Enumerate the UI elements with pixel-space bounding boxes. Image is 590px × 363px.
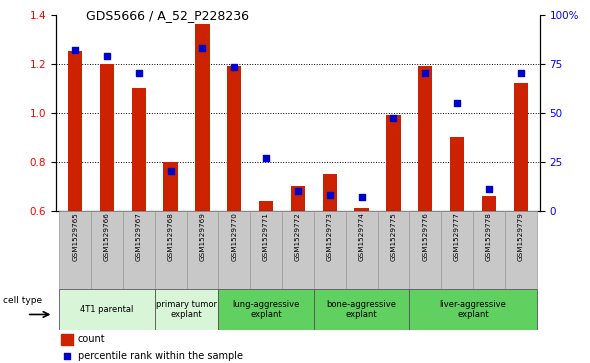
Text: GSM1529776: GSM1529776 xyxy=(422,212,428,261)
Bar xyxy=(473,211,505,289)
Text: GSM1529771: GSM1529771 xyxy=(263,212,269,261)
Text: GSM1529767: GSM1529767 xyxy=(136,212,142,261)
Bar xyxy=(59,211,91,289)
Bar xyxy=(409,211,441,289)
Bar xyxy=(505,211,537,289)
Bar xyxy=(250,211,282,289)
Bar xyxy=(346,211,378,289)
Point xyxy=(70,47,80,53)
Point xyxy=(357,194,366,200)
Point xyxy=(134,70,143,76)
Point xyxy=(421,70,430,76)
Point xyxy=(484,186,494,192)
Text: GSM1529765: GSM1529765 xyxy=(72,212,78,261)
Point xyxy=(453,100,462,106)
Text: GSM1529768: GSM1529768 xyxy=(168,212,173,261)
Bar xyxy=(163,162,178,211)
Text: lung-aggressive
explant: lung-aggressive explant xyxy=(232,300,300,319)
Text: GSM1529779: GSM1529779 xyxy=(518,212,524,261)
Point xyxy=(166,168,175,174)
Text: percentile rank within the sample: percentile rank within the sample xyxy=(78,351,243,361)
Bar xyxy=(378,211,409,289)
Bar xyxy=(227,66,241,211)
Bar xyxy=(323,174,337,211)
Text: count: count xyxy=(78,334,106,344)
Bar xyxy=(386,115,401,211)
Text: bone-aggressive
explant: bone-aggressive explant xyxy=(327,300,396,319)
Point xyxy=(325,192,335,198)
Bar xyxy=(409,289,537,330)
Bar xyxy=(314,289,409,330)
Point xyxy=(261,155,271,160)
Text: cell type: cell type xyxy=(3,296,42,305)
Bar xyxy=(218,211,250,289)
Bar xyxy=(132,88,146,211)
Point xyxy=(102,53,112,58)
Text: GSM1529777: GSM1529777 xyxy=(454,212,460,261)
Bar xyxy=(91,211,123,289)
Bar xyxy=(123,211,155,289)
Bar xyxy=(314,211,346,289)
Bar xyxy=(155,289,218,330)
Text: GSM1529766: GSM1529766 xyxy=(104,212,110,261)
Text: liver-aggressive
explant: liver-aggressive explant xyxy=(440,300,506,319)
Bar xyxy=(100,64,114,211)
Point xyxy=(389,115,398,121)
Text: primary tumor
explant: primary tumor explant xyxy=(156,300,217,319)
Point xyxy=(62,353,71,359)
Bar xyxy=(259,201,273,211)
Bar xyxy=(61,334,73,345)
Bar xyxy=(291,186,305,211)
Bar xyxy=(482,196,496,211)
Bar xyxy=(355,208,369,211)
Bar xyxy=(441,211,473,289)
Bar xyxy=(68,51,83,211)
Text: GSM1529769: GSM1529769 xyxy=(199,212,205,261)
Bar xyxy=(282,211,314,289)
Text: 4T1 parental: 4T1 parental xyxy=(80,305,134,314)
Bar xyxy=(195,24,209,211)
Point xyxy=(230,65,239,70)
Bar xyxy=(418,66,432,211)
Text: GSM1529775: GSM1529775 xyxy=(391,212,396,261)
Bar xyxy=(186,211,218,289)
Bar xyxy=(59,289,155,330)
Bar xyxy=(155,211,186,289)
Text: GSM1529774: GSM1529774 xyxy=(359,212,365,261)
Bar xyxy=(450,137,464,211)
Bar xyxy=(513,83,528,211)
Text: GDS5666 / A_52_P228236: GDS5666 / A_52_P228236 xyxy=(86,9,248,22)
Point xyxy=(516,70,526,76)
Text: GSM1529773: GSM1529773 xyxy=(327,212,333,261)
Point xyxy=(198,45,207,51)
Bar xyxy=(218,289,314,330)
Point xyxy=(293,188,303,194)
Text: GSM1529770: GSM1529770 xyxy=(231,212,237,261)
Text: GSM1529772: GSM1529772 xyxy=(295,212,301,261)
Text: GSM1529778: GSM1529778 xyxy=(486,212,492,261)
